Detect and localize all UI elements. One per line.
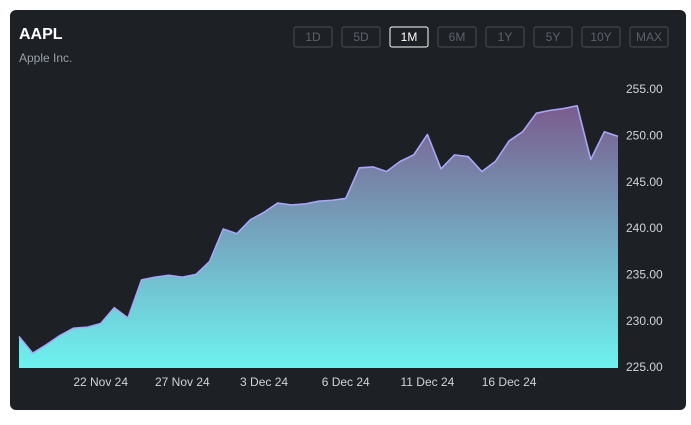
range-button-label: 5Y (546, 30, 561, 44)
y-tick-label: 230.00 (626, 314, 663, 328)
price-area (19, 105, 618, 368)
range-button-box (629, 26, 669, 48)
x-tick-label: 16 Dec 24 (482, 375, 537, 389)
y-tick-label: 245.00 (626, 175, 663, 189)
x-tick-label: 6 Dec 24 (322, 375, 370, 389)
x-tick-label: 11 Dec 24 (401, 375, 455, 389)
range-button-label: 5D (353, 30, 369, 44)
range-button-box (341, 26, 381, 48)
range-button[interactable]: 1D (293, 26, 333, 48)
x-tick-label: 22 Nov 24 (73, 375, 128, 389)
y-tick-label: 250.00 (626, 129, 663, 143)
range-button-label: 6M (449, 30, 466, 44)
range-button-box (389, 26, 429, 48)
range-button[interactable]: 6M (437, 26, 477, 48)
range-button-label: 1Y (498, 30, 513, 44)
range-button-label: 1D (305, 30, 321, 44)
range-button[interactable]: 10Y (581, 26, 621, 48)
range-button[interactable]: MAX (629, 26, 669, 48)
range-button-box (293, 26, 333, 48)
y-tick-label: 240.00 (626, 221, 663, 235)
ticker: AAPL (19, 26, 63, 43)
range-button-box (437, 26, 477, 48)
range-button[interactable]: 5Y (533, 26, 573, 48)
range-button-box (581, 26, 621, 48)
x-tick-label: 27 Nov 24 (155, 375, 210, 389)
price-line (18, 104, 619, 354)
range-button-label: MAX (636, 30, 662, 44)
range-button[interactable]: 1M (389, 26, 429, 48)
y-tick-label: 255.00 (626, 82, 663, 96)
range-button-box (485, 26, 525, 48)
x-tick-label: 3 Dec 24 (240, 375, 288, 389)
range-button[interactable]: 1Y (485, 26, 525, 48)
company-name: Apple Inc. (19, 51, 72, 65)
y-tick-label: 235.00 (626, 268, 663, 282)
range-button[interactable]: 5D (341, 26, 381, 48)
y-tick-label: 225.00 (626, 360, 663, 374)
range-button-label: 1M (401, 30, 418, 44)
range-button-box (533, 26, 573, 48)
range-button-label: 10Y (590, 30, 611, 44)
